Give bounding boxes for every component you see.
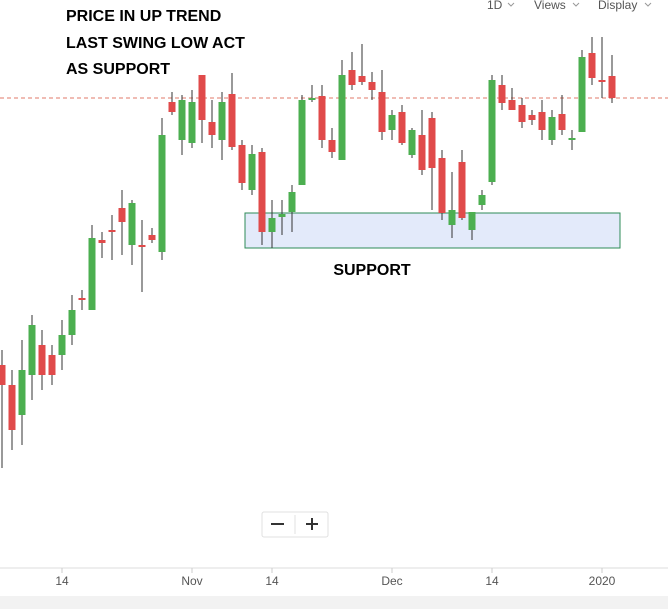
candle-body (508, 100, 516, 110)
candle-body (168, 102, 176, 112)
zone-label: SUPPORT (333, 262, 411, 279)
candle-body (528, 115, 536, 120)
candle-body (388, 115, 396, 130)
x-tick-label: Nov (181, 574, 202, 588)
zoom-controls (261, 511, 329, 538)
candle-body (0, 365, 6, 385)
chevron (644, 2, 652, 7)
annotation: AS SUPPORT (66, 61, 170, 78)
candle-body (138, 245, 146, 247)
annotation: PRICE IN UP TREND (66, 8, 221, 25)
candle-body (328, 140, 336, 152)
candle-body (488, 80, 496, 182)
candle-body (578, 57, 586, 132)
candle-body (38, 345, 46, 375)
annotation: LAST SWING LOW ACT (66, 35, 245, 52)
display-button[interactable]: Display (598, 0, 637, 12)
plot: 14 Nov 14 Dec 14 2020 (0, 37, 668, 588)
candle-body (498, 85, 506, 103)
candle-body (478, 195, 486, 205)
chevron (572, 2, 580, 7)
x-tick-label: 14 (265, 574, 279, 588)
candle-body (468, 212, 476, 230)
x-tick-label: Dec (381, 574, 402, 588)
support-zone (244, 212, 621, 249)
candle-body (408, 130, 416, 155)
candle-body (98, 240, 106, 243)
candle-body (18, 370, 26, 415)
candle-body (238, 145, 246, 183)
candle-body (348, 70, 356, 85)
x-tick-label: 14 (485, 574, 499, 588)
candle-body (8, 385, 16, 430)
candle-body (158, 135, 166, 252)
x-tick-label: 2020 (589, 574, 616, 588)
candle-body (278, 214, 286, 217)
candle-body (298, 100, 306, 185)
candle-body (428, 118, 436, 168)
candle-body (208, 122, 216, 135)
candle-body (538, 112, 546, 130)
candle-body (358, 76, 366, 82)
candle-body (128, 203, 136, 245)
candle-body (558, 114, 566, 130)
candle-body (548, 117, 556, 140)
candle-body (288, 192, 296, 212)
views-button[interactable]: Views (534, 0, 566, 12)
candle-body (268, 218, 276, 232)
interval-button[interactable]: 1D (487, 0, 503, 12)
candle-body (438, 158, 446, 213)
candle-body (48, 355, 56, 375)
candle-body (218, 102, 226, 140)
candle-body (398, 112, 406, 143)
candle-body (188, 102, 196, 143)
candle-body (248, 154, 256, 190)
candle-body (258, 152, 266, 232)
candle-body (458, 162, 466, 218)
candle-body (608, 76, 616, 98)
candle-body (228, 94, 236, 147)
x-tick-label: 14 (55, 574, 69, 588)
candle-body (78, 298, 86, 300)
candle-body (148, 235, 156, 240)
candle-body (598, 80, 606, 82)
candle-body (88, 238, 96, 310)
chevron (507, 2, 515, 7)
footer-band (0, 596, 668, 609)
candle-body (68, 310, 76, 335)
candle-body (568, 138, 576, 140)
candle-body (28, 325, 36, 375)
candle-body (588, 53, 596, 78)
candle-body (178, 100, 186, 140)
candle-body (368, 82, 376, 90)
candle-body (58, 335, 66, 355)
candle-body (378, 92, 386, 132)
candle-body (318, 96, 326, 140)
candle-body (448, 210, 456, 225)
candle-body (418, 135, 426, 170)
candle-body (518, 105, 526, 122)
candle-body (308, 98, 316, 100)
candle-body (338, 75, 346, 160)
candle-body (108, 230, 116, 232)
candle-body (118, 208, 126, 222)
candle-body (198, 75, 206, 120)
